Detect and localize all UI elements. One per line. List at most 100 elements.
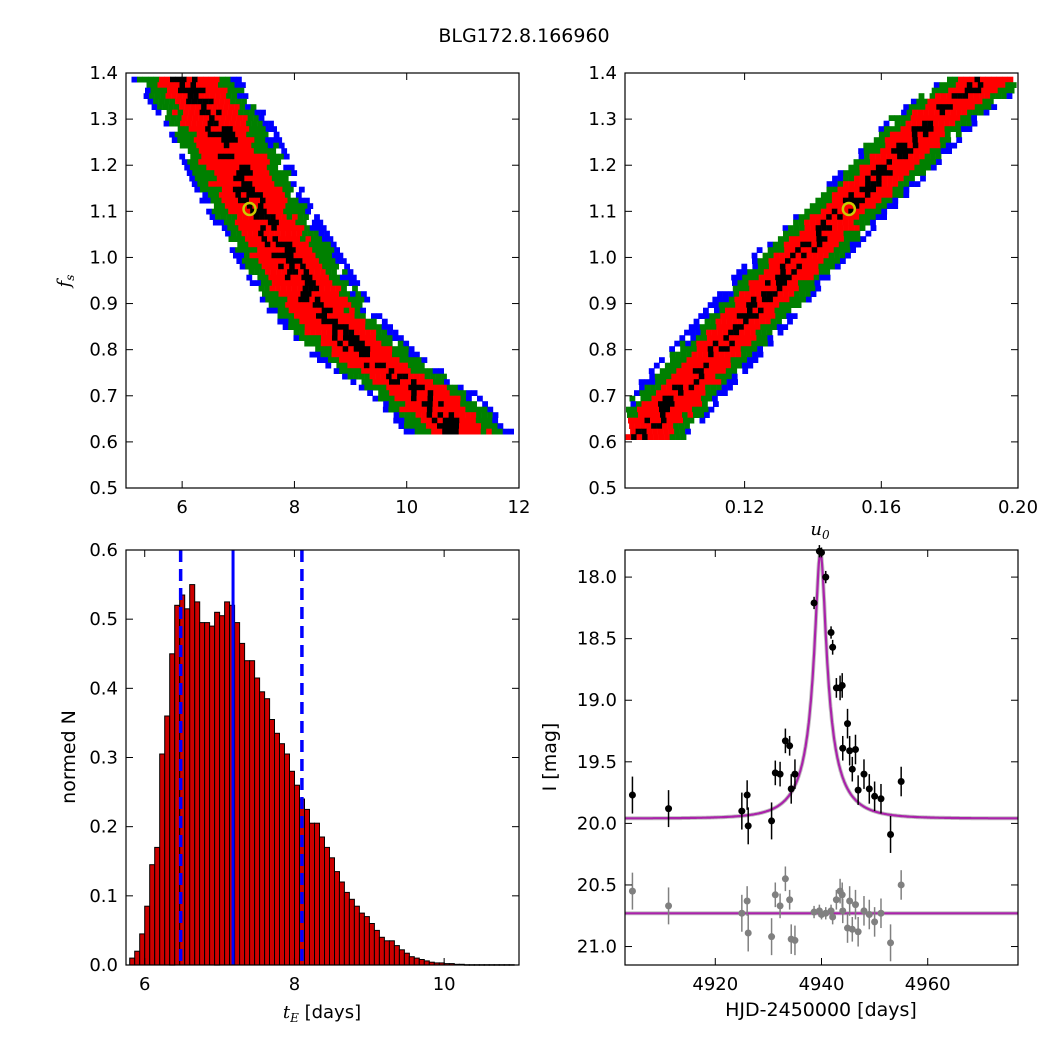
tl-cell (221, 109, 228, 116)
tr-cell (718, 340, 725, 347)
tl-cell (293, 197, 299, 204)
tr-cell (815, 285, 822, 292)
tr-cell (784, 247, 790, 253)
tl-cell (246, 131, 252, 138)
tl-cell (405, 395, 412, 402)
tr-cell (860, 236, 867, 242)
tr-cell (984, 93, 991, 99)
tr-cell (824, 274, 831, 281)
tl-cell (304, 324, 311, 330)
tr-cell (839, 252, 846, 259)
tl-cell (459, 412, 466, 418)
tr-cell (974, 104, 981, 110)
tl-cell (333, 291, 340, 297)
tl-cell (177, 126, 184, 132)
tr-cell (732, 280, 738, 286)
tl-cell (230, 181, 237, 187)
tl-cell (299, 252, 305, 259)
tl-cell (341, 362, 348, 369)
tr-cell (736, 362, 743, 369)
tr-cell (762, 340, 769, 347)
tr-cell (762, 252, 769, 259)
tl-cell (226, 137, 233, 143)
tl-cell (235, 247, 241, 253)
tl-cell (190, 104, 196, 110)
tl-cell (293, 324, 300, 330)
tr-cell (675, 362, 682, 369)
tr-cell (954, 98, 961, 105)
tl-cell (258, 159, 265, 165)
tr-cell (865, 230, 872, 237)
tr-cell (669, 434, 676, 440)
tl-cell (332, 318, 339, 325)
tl-cell (148, 76, 154, 83)
tl-cell (255, 280, 262, 286)
tl-cell (189, 164, 196, 171)
tl-cell (237, 241, 244, 248)
tr-cell (985, 104, 992, 110)
tl-cell (354, 280, 361, 286)
tl-cell (426, 417, 433, 424)
tl-cell (360, 313, 366, 319)
tl-cell (396, 362, 403, 369)
tl-cell (265, 137, 272, 143)
tl-cell (242, 115, 248, 121)
tr-cell (723, 296, 730, 303)
tl-cell (177, 137, 184, 143)
tr-cell (652, 401, 659, 407)
tl-cell (186, 170, 193, 176)
tl-cell (405, 401, 411, 407)
bl-histogram-bar (184, 608, 191, 966)
bl-histogram-bar (343, 891, 350, 966)
tr-cell (764, 313, 771, 319)
tr-cell (809, 285, 816, 292)
tl-cell (293, 318, 300, 325)
tr-cell (754, 324, 761, 330)
tr-cell (685, 428, 691, 435)
tr-cell (806, 247, 812, 253)
tl-cell (156, 87, 162, 94)
tr-cell (686, 406, 693, 413)
tl-cell (260, 252, 267, 259)
tl-cell (202, 120, 208, 127)
br-residual-point (860, 907, 868, 915)
tl-cell (249, 197, 255, 204)
tl-cell (408, 351, 415, 358)
tl-cell (323, 302, 330, 308)
tr-cell (643, 412, 650, 418)
bl-histogram-bar (139, 933, 146, 966)
tr-cell (757, 346, 763, 352)
tr-cell (741, 269, 748, 275)
tr-cell (853, 208, 860, 215)
br-data-point (787, 785, 795, 793)
tr-cell (799, 230, 806, 237)
tl-cell (274, 170, 281, 176)
tl-cell (250, 153, 257, 160)
tr-cell (731, 313, 738, 319)
tl-cell (304, 335, 311, 341)
tl-cell (254, 269, 260, 275)
tl-cell (163, 82, 169, 88)
tr-cell (774, 258, 780, 264)
tr-cell (719, 307, 726, 314)
tr-cell (810, 225, 816, 231)
tr-cell (666, 384, 673, 391)
tr-cell (676, 373, 683, 380)
tl-cell (392, 346, 398, 352)
tl-cell (260, 109, 266, 116)
tl-cell (249, 126, 255, 132)
tr-cell (671, 373, 678, 380)
tl-cell (188, 126, 195, 132)
tl-cell (174, 131, 181, 138)
bl-histogram-bar (189, 584, 196, 966)
tl-cell (278, 153, 285, 160)
tr-cell (939, 137, 946, 143)
tl-cell (274, 230, 281, 237)
tl-cell (218, 142, 225, 149)
tl-cell (202, 181, 209, 187)
tl-cell (321, 329, 327, 336)
tl-cell (426, 412, 433, 418)
tl-cell (317, 274, 324, 281)
tr-cell (815, 203, 822, 209)
bl-ytick-label: 0.0 (89, 955, 118, 976)
